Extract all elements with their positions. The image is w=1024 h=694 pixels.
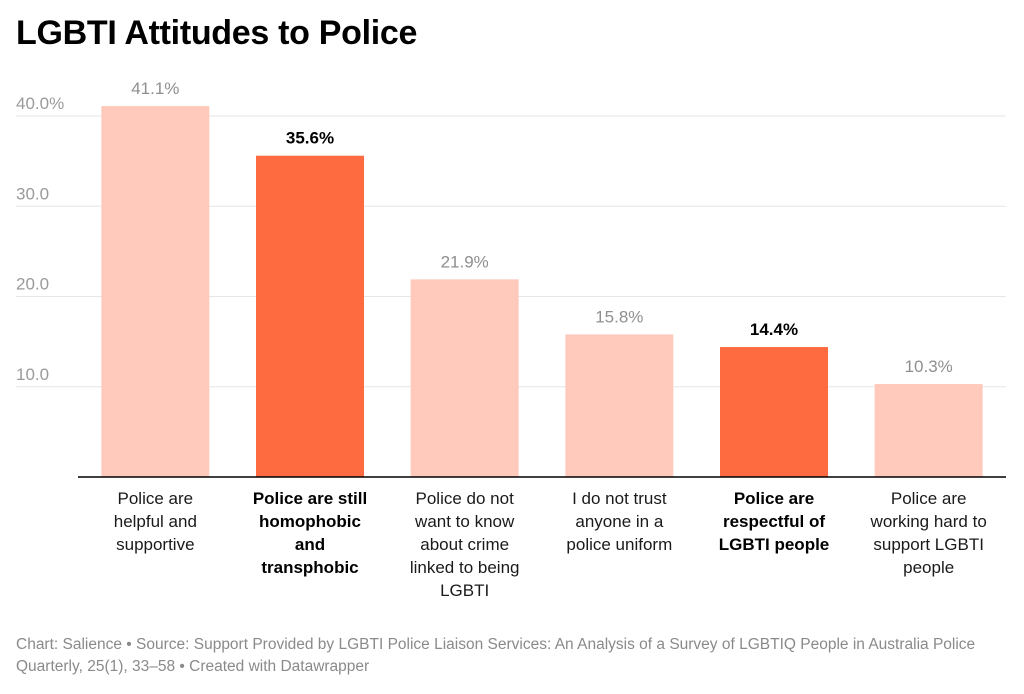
category-label-line: people (903, 558, 954, 577)
category-label-line: Police are (734, 489, 814, 508)
category-label-line: helpful and (114, 512, 197, 531)
y-tick-label: 30.0 (16, 184, 49, 203)
value-label: 15.8% (595, 307, 643, 326)
value-label: 10.3% (905, 357, 953, 376)
y-axis-ticks: 10.0 20.0 30.0 40.0% (16, 94, 64, 384)
category-label-line: and (295, 535, 325, 554)
y-tick-label: 20.0 (16, 275, 49, 294)
category-label-line: respectful of (723, 512, 825, 531)
value-label: 21.9% (441, 252, 489, 271)
category-label: Police are still homophobic and transphobic (253, 489, 367, 577)
category-label-line: anyone in a (575, 512, 663, 531)
category-label-line: Police do not (416, 489, 515, 508)
category-label-line: linked to being (410, 558, 520, 577)
bar (874, 384, 983, 477)
value-label: 35.6% (286, 129, 334, 148)
chart-title: LGBTI Attitudes to Police (16, 14, 418, 52)
category-label: I do not trust anyone in a police uniform (566, 489, 672, 554)
category-label-line: I do not trust (572, 489, 667, 508)
bar (101, 106, 210, 477)
category-label-line: LGBTI people (719, 535, 830, 554)
bar (720, 347, 828, 477)
bar (256, 155, 364, 477)
category-label: Police are working hard to support LGBTI pe… (870, 489, 987, 577)
category-label-line: police uniform (566, 535, 672, 554)
category-label-line: LGBTI (440, 581, 489, 600)
category-label-line: working hard to (870, 512, 987, 531)
chart-footer: Chart: Salience • Source: Support Provid… (16, 636, 976, 675)
category-label-line: Police are still (253, 489, 367, 508)
y-tick-label: 10.0 (16, 365, 49, 384)
bar (565, 334, 674, 477)
category-label: Police are helpful and supportive (114, 489, 197, 554)
category-label-line: want to know (414, 512, 515, 531)
bar (410, 279, 519, 477)
value-labels: 41.1% 35.6% 21.9% 15.8% 14.4% 10.3% (131, 79, 953, 376)
y-tick-label: 40.0% (16, 94, 64, 113)
category-label-line: supportive (116, 535, 194, 554)
category-label: Police do not want to know about crime link… (410, 489, 520, 600)
category-label-line: homophobic (259, 512, 361, 531)
category-label-line: about crime (420, 535, 509, 554)
category-label-line: transphobic (261, 558, 358, 577)
bars (101, 106, 983, 477)
category-label-line: Police are (118, 489, 194, 508)
category-label-line: Police are (891, 489, 967, 508)
value-label: 14.4% (750, 320, 798, 339)
category-label-line: support LGBTI (873, 535, 984, 554)
value-label: 41.1% (131, 79, 179, 98)
category-label: Police are respectful of LGBTI people (719, 489, 830, 554)
